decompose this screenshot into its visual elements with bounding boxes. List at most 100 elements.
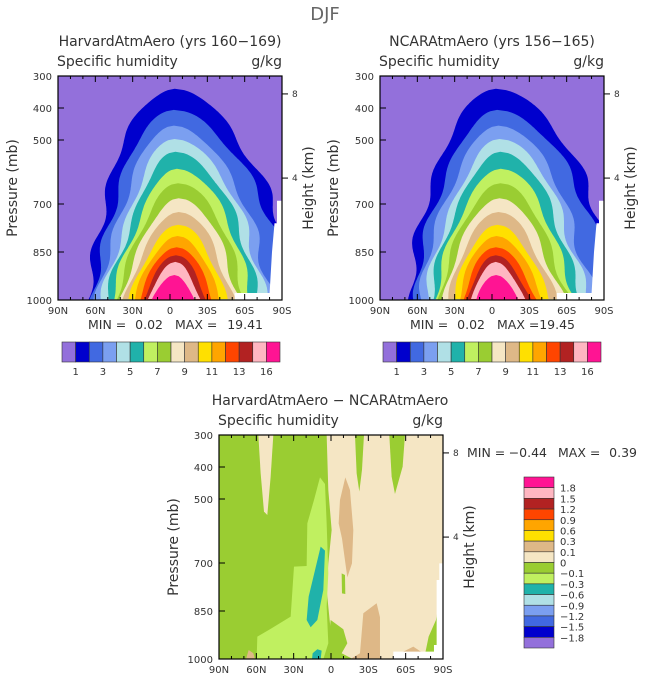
colorbar-swatch — [523, 487, 555, 499]
colorbar-swatch — [266, 341, 281, 363]
band-neg0.6-neg0.3 — [312, 649, 322, 659]
colorbar-label: 11 — [527, 367, 540, 378]
x-tick-label: 30S — [520, 306, 539, 317]
colorbar-swatch — [396, 341, 411, 363]
band-0.1-0.3 — [350, 603, 380, 659]
colorbar-label: 3 — [100, 367, 106, 378]
y-tick-label: 300 — [33, 72, 52, 83]
colorbar-label: 16 — [581, 367, 594, 378]
colorbar-swatch — [523, 583, 555, 595]
x-tick-label: 0 — [328, 665, 334, 676]
max-value: 19.41 — [227, 317, 263, 332]
min-label: MIN = — [410, 317, 448, 332]
colorbar-label: 9 — [181, 367, 187, 378]
y-tick-label: 1000 — [188, 655, 213, 666]
x-tick-label: 30N — [123, 306, 143, 317]
y2-axis-label: Height (km) — [623, 146, 639, 229]
colorbar-swatch — [523, 519, 555, 531]
colorbar-swatch — [523, 604, 555, 617]
band-0.1-0.3 — [246, 649, 255, 659]
x-tick-label: 60S — [396, 665, 415, 676]
band-0-0.1 — [326, 435, 443, 659]
y-tick-label: 850 — [194, 607, 213, 618]
band-0-0.1 — [258, 435, 274, 515]
colorbar-label: 16 — [260, 367, 273, 378]
units-label: g/kg — [251, 54, 282, 70]
colorbar-swatch — [61, 341, 76, 363]
x-tick-label: 30N — [445, 306, 465, 317]
colorbar-label: 0 — [560, 559, 566, 570]
colorbar-label: −0.3 — [560, 580, 584, 591]
panel-difference: HarvardAtmAero − NCARAtmAero Specific hum… — [166, 393, 637, 676]
subtitle: Specific humidity — [218, 413, 339, 429]
colorbar-swatch — [437, 341, 452, 363]
y-tick-label: 500 — [194, 495, 213, 506]
colorbar-swatch — [423, 341, 438, 363]
colorbar: 1.81.51.20.90.60.30.10−0.1−0.3−0.6−0.9−1… — [523, 476, 584, 649]
colorbar-swatch — [478, 341, 493, 363]
colorbar-swatch — [523, 562, 555, 574]
colorbar-label: 5 — [127, 367, 133, 378]
colorbar-swatch — [225, 341, 240, 363]
colorbar-swatch — [211, 341, 226, 363]
difference-field — [219, 435, 443, 659]
y2-tick-label: 8 — [292, 90, 298, 100]
colorbar: 1 3 5 7 9 11 13 16 — [61, 341, 281, 378]
x-tick-label: 90N — [48, 306, 68, 317]
band-0.1-0.3 — [338, 477, 354, 578]
missing-data-region — [234, 200, 282, 300]
x-tick-label: 30S — [198, 306, 217, 317]
band-neg0.1-0 — [424, 599, 440, 659]
band-neg0.1-0 — [389, 435, 405, 494]
units-label: g/kg — [412, 413, 443, 429]
band-neg0.1-0 — [341, 573, 346, 594]
colorbar-swatch — [184, 341, 199, 363]
max-label: MAX = — [497, 317, 539, 332]
missing-data-region — [556, 200, 604, 300]
x-tick-label: 90S — [433, 665, 452, 676]
colorbar-swatch — [523, 626, 555, 638]
colorbar-swatch — [197, 341, 213, 363]
y-tick-label: 500 — [355, 136, 374, 147]
colorbar-swatch — [546, 341, 561, 363]
band-neg0.1-0 — [326, 619, 353, 659]
colorbar-label: 1 — [72, 367, 78, 378]
colorbar-swatch — [523, 572, 555, 585]
colorbar-label: 3 — [421, 367, 427, 378]
subtitle: Specific humidity — [57, 54, 178, 70]
band-neg0.1-0 — [354, 435, 364, 492]
colorbar-swatch — [252, 341, 267, 363]
y-tick-label: 850 — [33, 248, 52, 259]
colorbar-swatch — [450, 341, 466, 363]
contour-field — [380, 76, 604, 300]
y-tick-label: 1000 — [349, 296, 374, 307]
colorbar-swatch — [523, 508, 555, 521]
colorbar-label: 1 — [393, 367, 399, 378]
min-label: MIN = — [467, 445, 505, 460]
colorbar-swatch — [464, 341, 479, 363]
colorbar-label: −1.5 — [560, 623, 584, 634]
y-tick-label: 300 — [355, 72, 374, 83]
colorbar-swatch — [518, 341, 534, 363]
subtitle: Specific humidity — [379, 54, 500, 70]
y-tick-label: 400 — [33, 104, 52, 115]
colorbar-swatch — [523, 551, 555, 563]
colorbar-label: 5 — [448, 367, 454, 378]
y2-axis-label: Height (km) — [462, 505, 478, 588]
colorbar-label: 1.5 — [560, 494, 576, 505]
y-axis-label: Pressure (mb) — [326, 139, 342, 237]
x-tick-label: 90N — [370, 306, 390, 317]
contour-field — [58, 76, 282, 300]
figure-title: DJF — [310, 4, 340, 25]
x-tick-label: 90S — [272, 306, 291, 317]
colorbar-label: −1.2 — [560, 612, 584, 623]
colorbar-swatch — [116, 341, 131, 363]
x-tick-label: 0 — [167, 306, 173, 317]
colorbar-label: 0.9 — [560, 516, 576, 527]
colorbar-label: 11 — [206, 367, 219, 378]
colorbar-swatch — [505, 341, 520, 363]
y-axis-label: Pressure (mb) — [166, 498, 182, 596]
colorbar-swatch — [523, 637, 555, 649]
y2-tick-label: 4 — [614, 174, 620, 184]
